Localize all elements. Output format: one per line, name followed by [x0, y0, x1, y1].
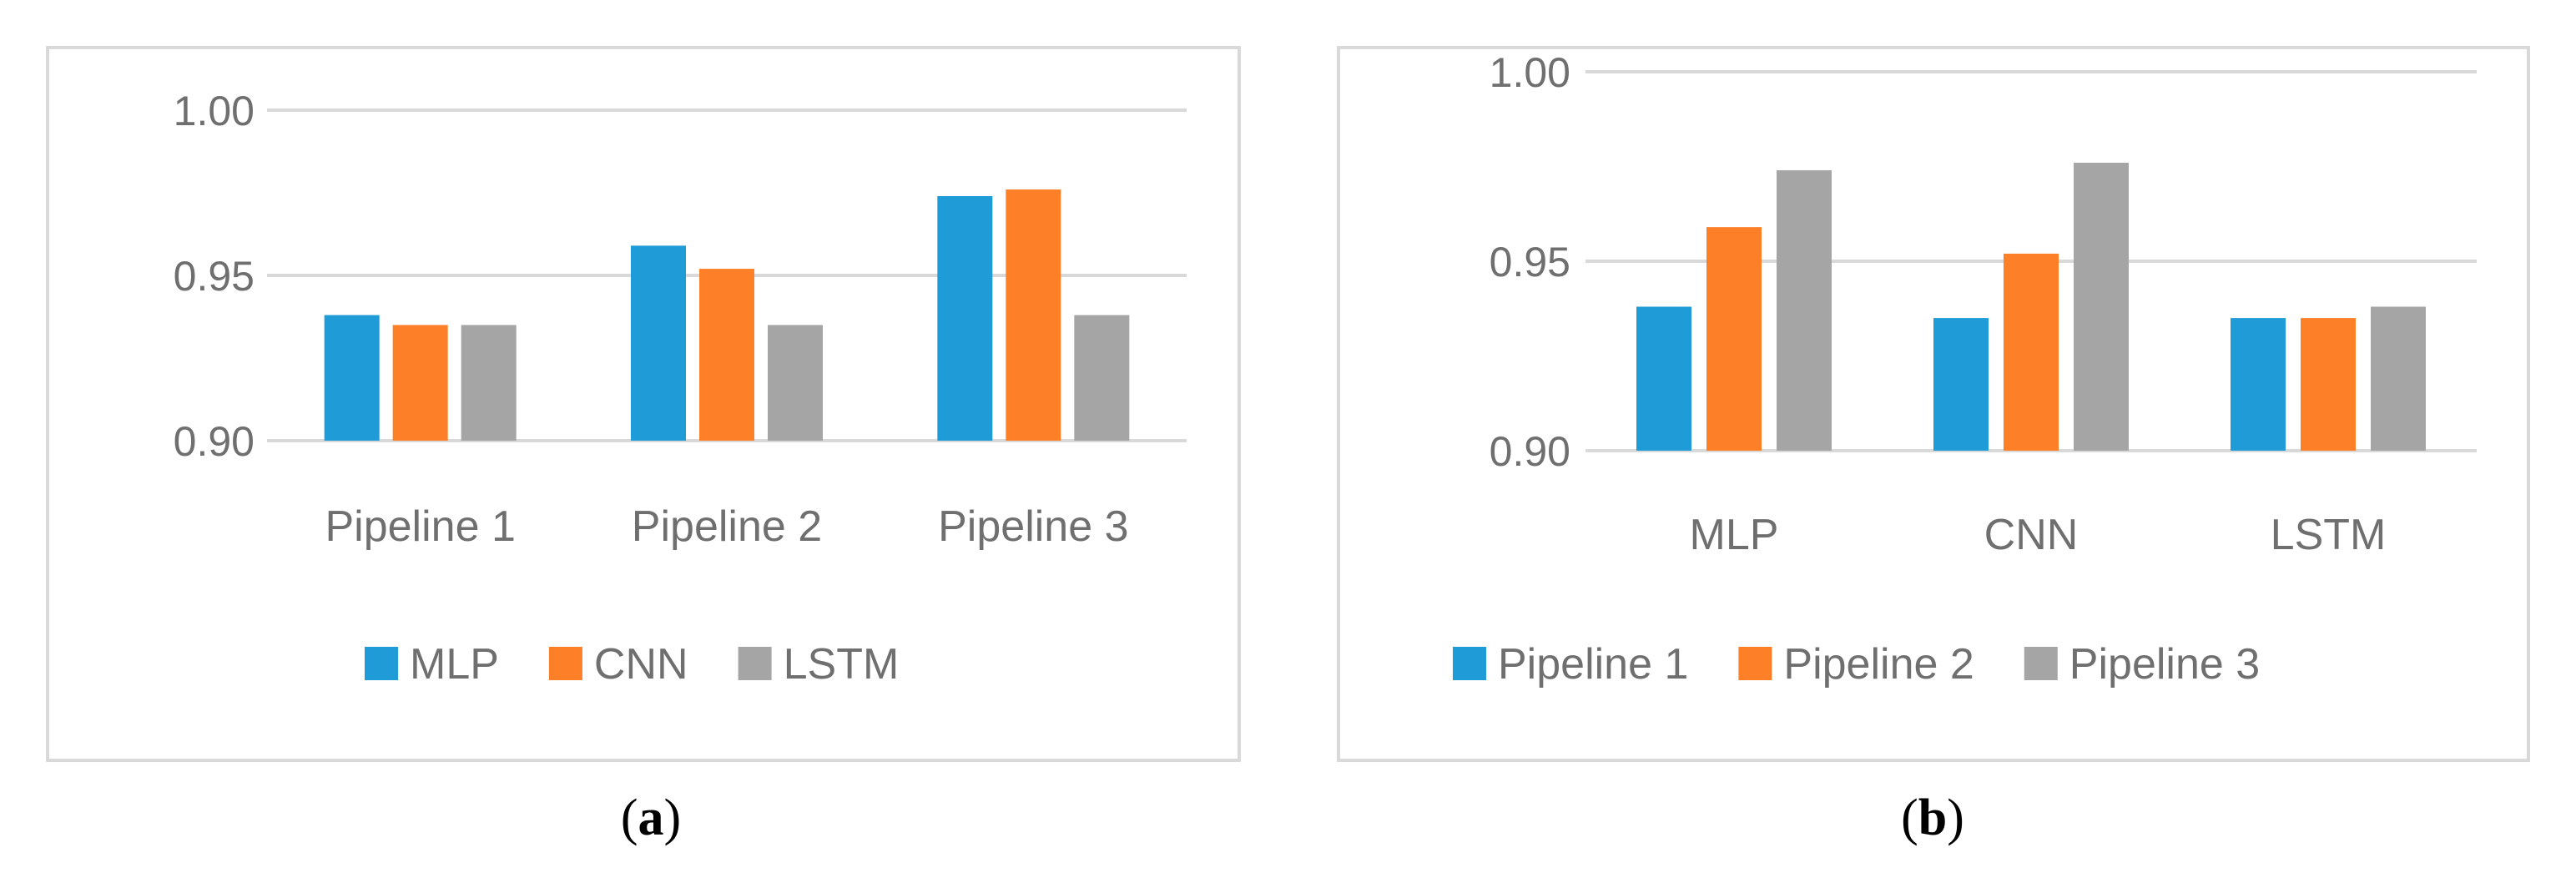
bar	[2371, 306, 2426, 451]
x-tick-label: LSTM	[2271, 511, 2387, 559]
legend-swatch	[738, 647, 772, 680]
bar	[2074, 162, 2129, 451]
bar	[1636, 306, 1691, 451]
legend-label: CNN	[594, 640, 688, 689]
caption-letter: b	[1918, 790, 1947, 846]
bar	[631, 245, 686, 441]
bar	[392, 325, 448, 441]
bar	[324, 315, 380, 441]
legend-swatch	[1453, 647, 1486, 680]
legend-swatch	[548, 647, 582, 680]
bar	[2301, 318, 2356, 451]
y-tick-label: 0.95	[174, 253, 255, 300]
legend-label: LSTM	[784, 640, 900, 689]
caption-paren-left: (	[1901, 790, 1918, 846]
bar	[2004, 253, 2059, 451]
caption-letter: a	[638, 790, 664, 846]
bar	[1777, 170, 1832, 452]
y-tick-label: 1.00	[174, 88, 255, 134]
legend-swatch	[1738, 647, 1772, 680]
y-tick-label: 0.90	[174, 418, 255, 465]
chart-panel-a: 0.90 0.95 1.00 Pipeline 1 Pipeline 2 Pipeline…	[46, 46, 1241, 846]
bar	[2231, 318, 2286, 451]
y-tick-label: 0.95	[1490, 239, 1570, 285]
y-tick-label: 1.00	[1490, 49, 1570, 96]
chart-panel-b: 0.90 0.95 1.00 MLP CNN LSTM Pipeline 1 Pipeline…	[1337, 46, 2530, 846]
x-tick-label: CNN	[1984, 511, 2079, 559]
panel-caption: (b)	[1901, 790, 1964, 846]
caption-paren-right: )	[1947, 790, 1964, 846]
bar	[1933, 318, 1989, 451]
y-tick-label: 0.90	[1490, 428, 1570, 475]
legend-label: Pipeline 2	[1783, 640, 1974, 689]
legend-swatch	[365, 647, 398, 680]
bar	[1074, 315, 1130, 441]
legend-swatch	[2024, 647, 2058, 680]
legend-label: Pipeline 1	[1498, 640, 1688, 689]
caption-paren-left: (	[621, 790, 638, 846]
bar	[1706, 227, 1762, 451]
panel-caption: (a)	[621, 790, 681, 846]
x-tick-label: Pipeline 1	[325, 502, 515, 551]
bar	[937, 195, 993, 441]
bar	[1006, 189, 1061, 442]
bar	[768, 325, 823, 441]
caption-paren-right: )	[664, 790, 682, 846]
x-tick-label: Pipeline 2	[632, 502, 822, 551]
x-tick-label: Pipeline 3	[938, 502, 1128, 551]
bar	[699, 269, 754, 441]
legend-label: MLP	[410, 640, 499, 689]
bar	[461, 325, 517, 441]
legend-label: Pipeline 3	[2069, 640, 2260, 689]
x-tick-label: MLP	[1690, 511, 1779, 559]
